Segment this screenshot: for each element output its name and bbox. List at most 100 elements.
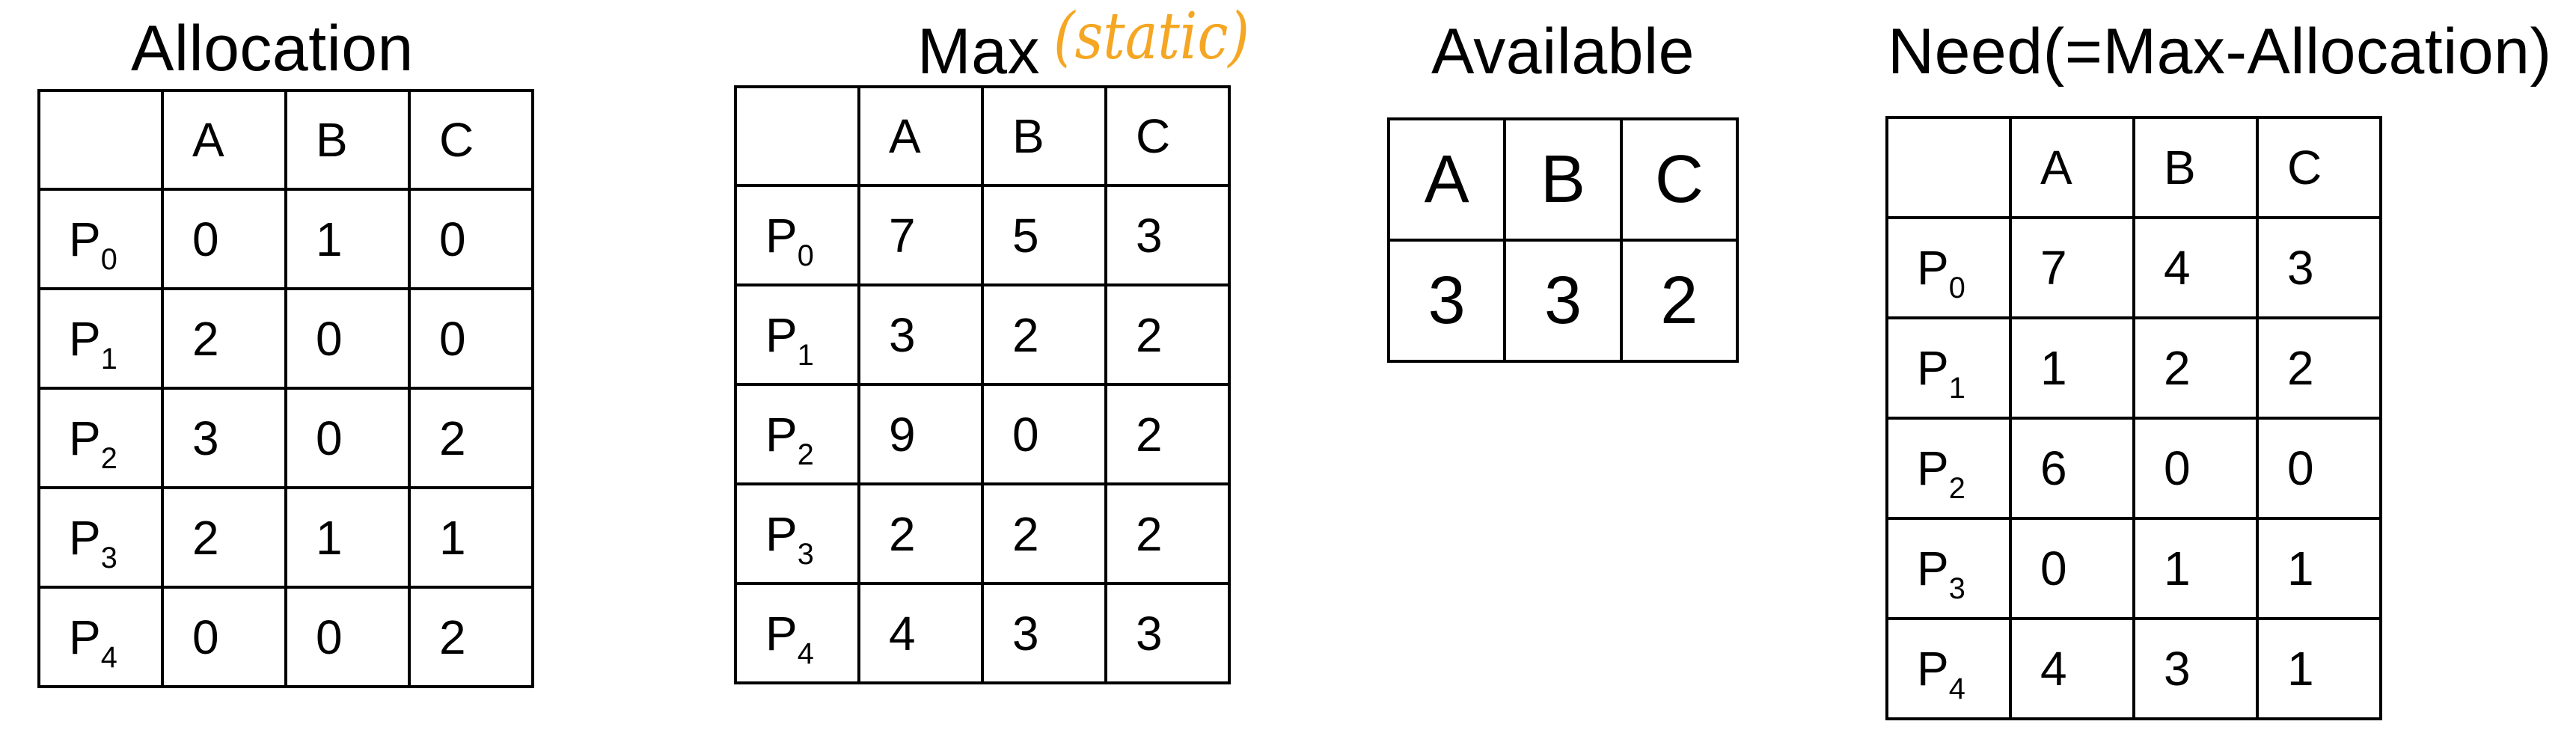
need-cell: 4 (2132, 216, 2259, 319)
allocation-cell: 0 (408, 287, 534, 390)
allocation-process-label: P0 (37, 188, 164, 290)
available-values-row: 3 3 2 (1386, 239, 1740, 363)
max-header-row: A B C (734, 85, 1231, 187)
need-cell: 1 (2256, 617, 2382, 720)
allocation-table: A B C P0 0 1 0 P1 2 0 0 P2 3 0 2 P3 2 1 … (37, 89, 534, 688)
need-cell: 2 (2256, 316, 2382, 420)
max-process-label: P4 (734, 582, 860, 684)
need-cell: 0 (2256, 417, 2382, 520)
max-corner-cell (734, 85, 860, 187)
process-letter: P (1917, 542, 1949, 595)
process-letter: P (69, 212, 101, 266)
need-process-label: P1 (1885, 316, 2012, 420)
process-subscript: 4 (1948, 672, 1965, 705)
max-cell: 2 (981, 482, 1107, 585)
allocation-cell: 0 (284, 287, 411, 390)
max-process-label: P2 (734, 383, 860, 485)
need-process-label: P0 (1885, 216, 2012, 319)
max-cell: 5 (981, 184, 1107, 286)
allocation-process-label: P2 (37, 387, 164, 489)
need-cell: 0 (2132, 417, 2259, 520)
need-cell: 1 (2256, 517, 2382, 620)
process-subscript: 1 (100, 342, 117, 375)
available-cell: 3 (1503, 239, 1623, 363)
max-cell: 0 (981, 383, 1107, 485)
max-cell: 2 (981, 283, 1107, 386)
process-subscript: 2 (100, 441, 117, 475)
need-row-p4: P4 4 3 1 (1885, 617, 2382, 720)
need-cell: 3 (2132, 617, 2259, 720)
available-col-b: B (1503, 117, 1623, 242)
need-cell: 6 (2009, 417, 2135, 520)
allocation-process-label: P4 (37, 586, 164, 688)
available-col-c: C (1619, 117, 1740, 242)
max-cell: 3 (857, 283, 984, 386)
need-row-p1: P1 1 2 2 (1885, 316, 2382, 420)
allocation-corner-cell (37, 89, 164, 191)
need-col-c: C (2256, 116, 2382, 219)
allocation-row-p0: P0 0 1 0 (37, 188, 534, 290)
process-subscript: 0 (100, 242, 117, 276)
available-cell: 3 (1386, 239, 1507, 363)
max-row-p3: P3 2 2 2 (734, 482, 1231, 585)
process-letter: P (69, 311, 101, 366)
need-table: A B C P0 7 4 3 P1 1 2 2 P2 6 0 0 P3 0 1 … (1885, 116, 2382, 720)
max-table: A B C P0 7 5 3 P1 3 2 2 P2 9 0 2 P3 2 2 … (734, 85, 1231, 684)
max-col-a: A (857, 85, 984, 187)
need-process-label: P2 (1885, 417, 2012, 520)
need-process-label: P4 (1885, 617, 2012, 720)
allocation-col-c: C (408, 89, 534, 191)
allocation-cell: 1 (284, 188, 411, 290)
process-subscript: 3 (1948, 571, 1965, 605)
process-letter: P (765, 307, 798, 362)
max-col-b: B (981, 85, 1107, 187)
allocation-row-p1: P1 2 0 0 (37, 287, 534, 390)
allocation-col-b: B (284, 89, 411, 191)
max-process-label: P3 (734, 482, 860, 585)
process-letter: P (1917, 642, 1949, 696)
allocation-cell: 0 (161, 188, 287, 290)
max-cell: 2 (1104, 383, 1231, 485)
process-subscript: 2 (797, 438, 814, 471)
process-letter: P (69, 510, 101, 565)
process-subscript: 2 (1948, 471, 1965, 505)
allocation-process-label: P1 (37, 287, 164, 390)
process-letter: P (1917, 241, 1949, 295)
process-letter: P (765, 407, 798, 462)
process-subscript: 3 (100, 541, 117, 574)
available-header-row: A B C (1386, 117, 1740, 242)
need-col-b: B (2132, 116, 2259, 219)
need-row-p0: P0 7 4 3 (1885, 216, 2382, 319)
need-col-a: A (2009, 116, 2135, 219)
allocation-cell: 0 (284, 387, 411, 489)
need-process-label: P3 (1885, 517, 2012, 620)
process-letter: P (1917, 441, 1949, 495)
max-cell: 2 (1104, 283, 1231, 386)
need-cell: 2 (2132, 316, 2259, 420)
process-letter: P (765, 606, 798, 660)
max-row-p0: P0 7 5 3 (734, 184, 1231, 286)
max-cell: 7 (857, 184, 984, 286)
allocation-cell: 2 (161, 486, 287, 589)
process-subscript: 0 (1948, 271, 1965, 304)
process-letter: P (69, 411, 101, 465)
process-subscript: 4 (797, 637, 814, 670)
max-process-label: P0 (734, 184, 860, 286)
process-subscript: 3 (797, 537, 814, 571)
process-subscript: 0 (797, 239, 814, 272)
allocation-cell: 0 (284, 586, 411, 688)
allocation-row-p4: P4 0 0 2 (37, 586, 534, 688)
max-title: Max (917, 16, 1040, 88)
static-annotation-text: (static) (1053, 0, 1249, 74)
allocation-cell: 3 (161, 387, 287, 489)
allocation-cell: 2 (408, 586, 534, 688)
process-letter: P (69, 610, 101, 664)
max-cell: 3 (981, 582, 1107, 684)
need-cell: 3 (2256, 216, 2382, 319)
max-row-p4: P4 4 3 3 (734, 582, 1231, 684)
need-cell: 1 (2009, 316, 2135, 420)
max-cell: 4 (857, 582, 984, 684)
need-header-row: A B C (1885, 116, 2382, 219)
max-col-c: C (1104, 85, 1231, 187)
available-table: A B C 3 3 2 (1386, 117, 1740, 363)
